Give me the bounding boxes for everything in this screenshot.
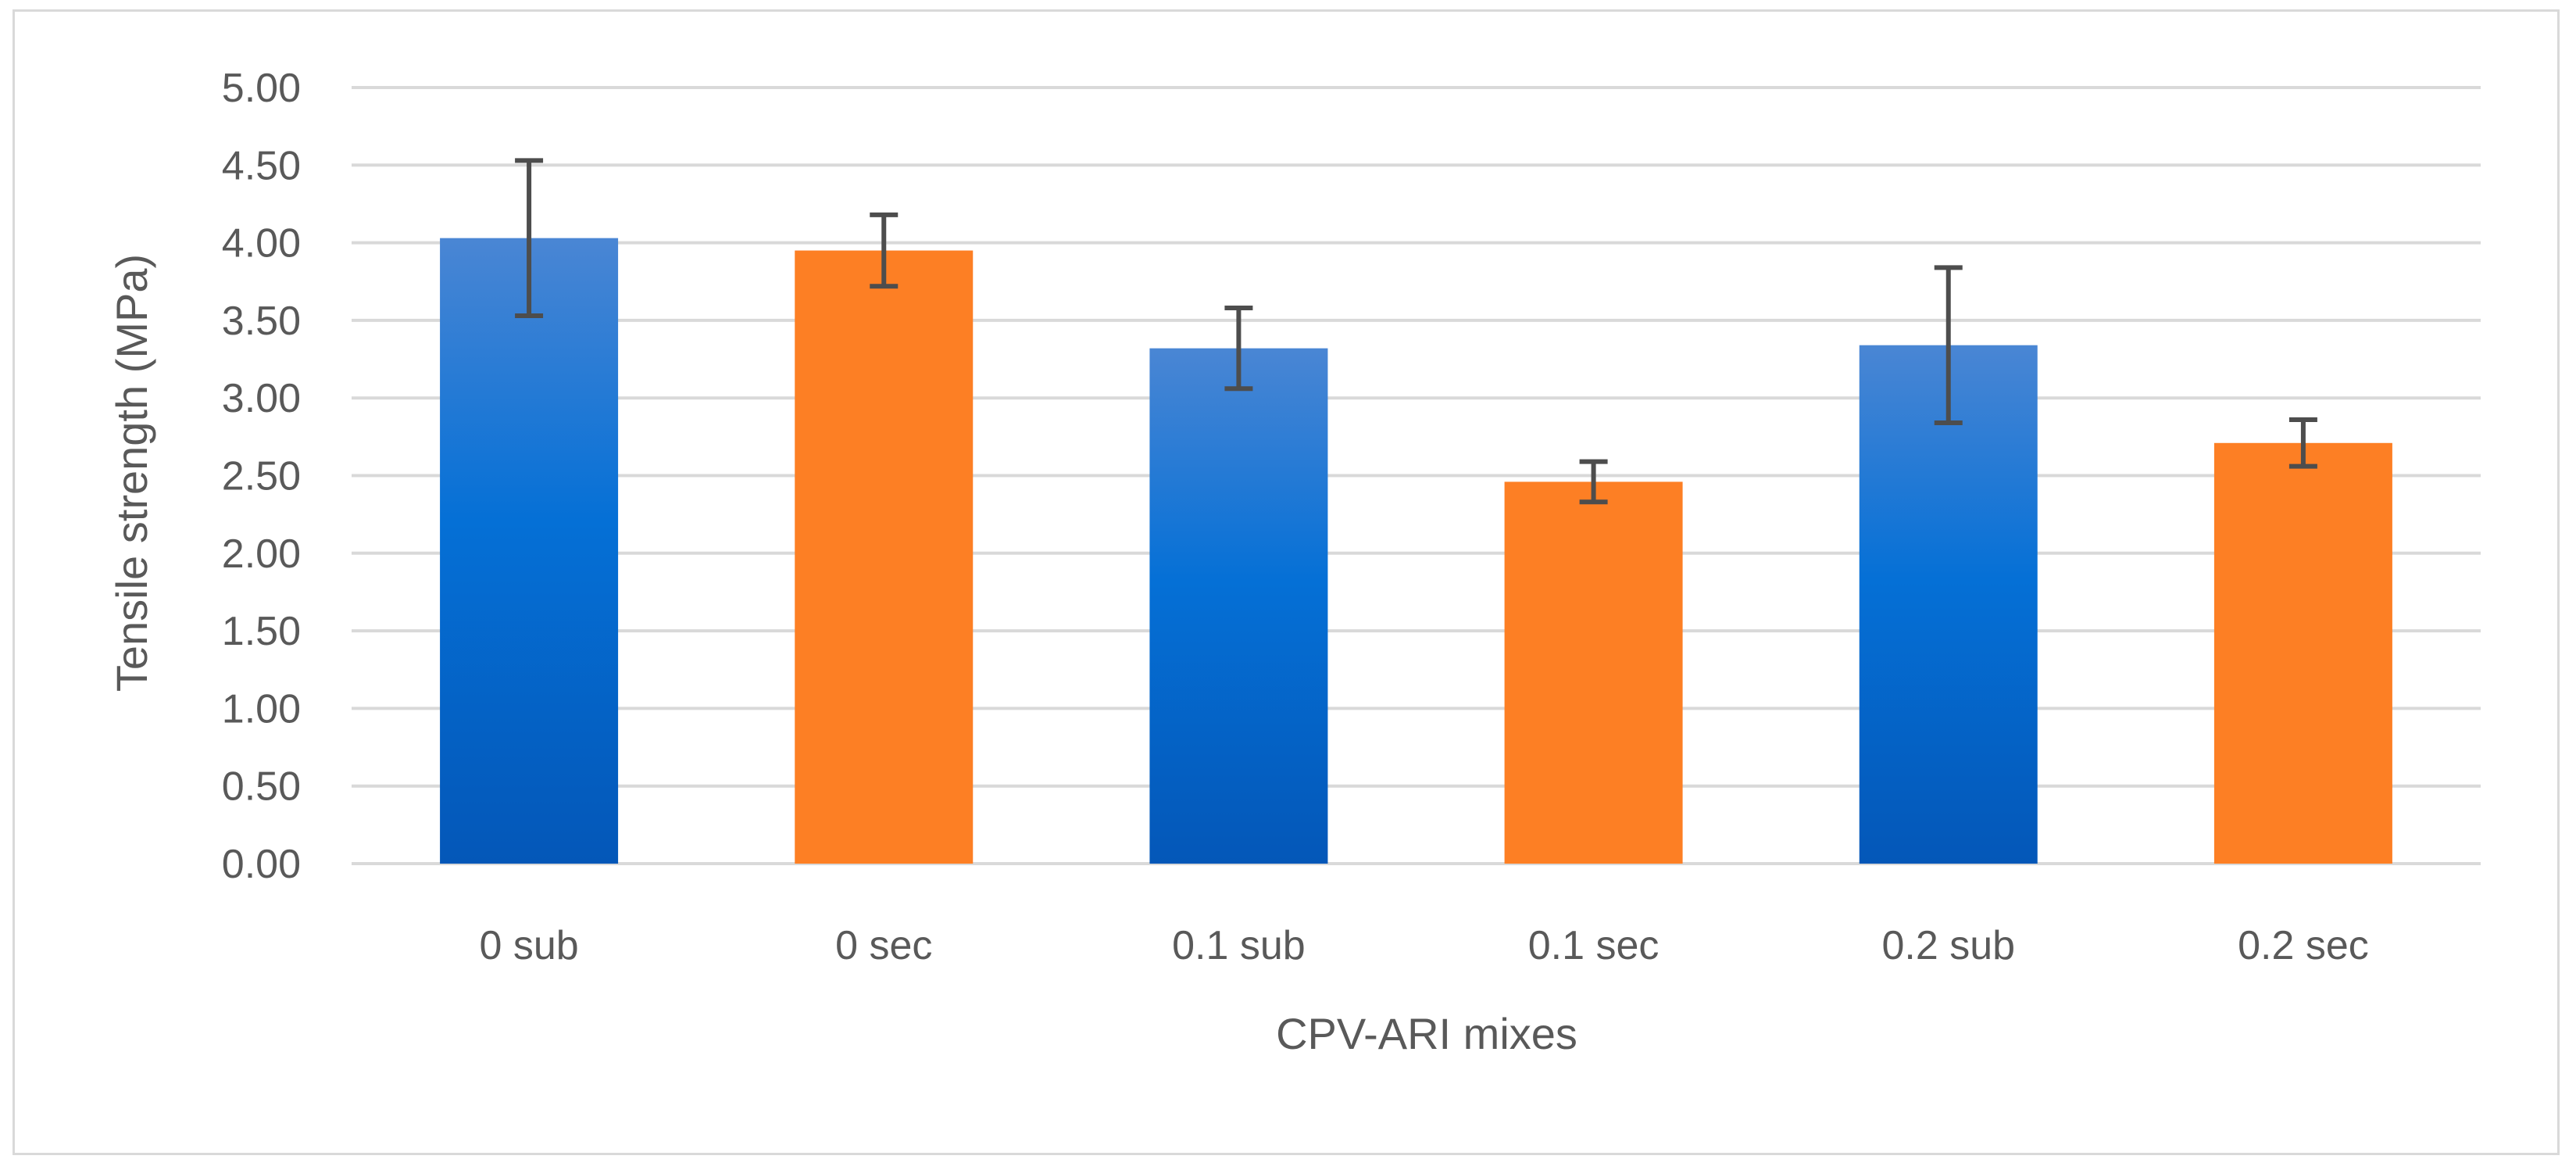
error-bar xyxy=(1934,265,1963,425)
x-tick-label: 0.2 sub xyxy=(1881,923,2015,968)
bar-0-sub xyxy=(440,238,619,864)
x-tick-label: 0.1 sub xyxy=(1172,923,1306,968)
x-tick-label: 0.1 sec xyxy=(1528,923,1660,968)
y-axis-title: Tensile strength (MPa) xyxy=(107,254,156,692)
bar-0-sec xyxy=(795,250,974,864)
bars xyxy=(440,238,2392,864)
y-tick-label: 2.50 xyxy=(222,454,301,499)
gridlines xyxy=(352,86,2481,865)
x-axis-title: CPV-ARI mixes xyxy=(1276,1009,1577,1058)
y-tick-label: 2.00 xyxy=(222,531,301,577)
y-tick-label: 0.00 xyxy=(222,842,301,887)
y-tick-label: 3.00 xyxy=(222,376,301,421)
error-bar xyxy=(870,212,899,289)
error-bar xyxy=(2288,417,2317,469)
x-tick-label: 0.2 sec xyxy=(2238,923,2369,968)
y-axis-tick-labels: 0.00 0.50 1.00 1.50 2.00 2.50 3.00 3.50 4.00 4.50… xyxy=(222,66,301,887)
bar-0-1-sec xyxy=(1504,481,1683,864)
error-bar xyxy=(1579,459,1608,505)
error-bar xyxy=(1224,306,1253,392)
y-tick-label: 3.50 xyxy=(222,299,301,344)
y-tick-label: 1.00 xyxy=(222,686,301,732)
bar-0-1-sub xyxy=(1149,348,1328,864)
bar-0-2-sec xyxy=(2213,442,2392,864)
y-tick-label: 4.50 xyxy=(222,143,301,188)
bar-0-2-sub xyxy=(1859,345,2038,864)
error-bar xyxy=(515,158,544,318)
error-bars xyxy=(515,158,2317,505)
y-tick-label: 5.00 xyxy=(222,66,301,111)
x-tick-label: 0 sec xyxy=(835,923,932,968)
x-axis-tick-labels: 0 sub 0 sec 0.1 sub 0.1 sec 0.2 sub 0.2 sec xyxy=(479,923,2368,968)
y-tick-label: 0.50 xyxy=(222,764,301,810)
x-tick-label: 0 sub xyxy=(479,923,578,968)
y-tick-label: 1.50 xyxy=(222,609,301,654)
y-tick-label: 4.00 xyxy=(222,221,301,267)
